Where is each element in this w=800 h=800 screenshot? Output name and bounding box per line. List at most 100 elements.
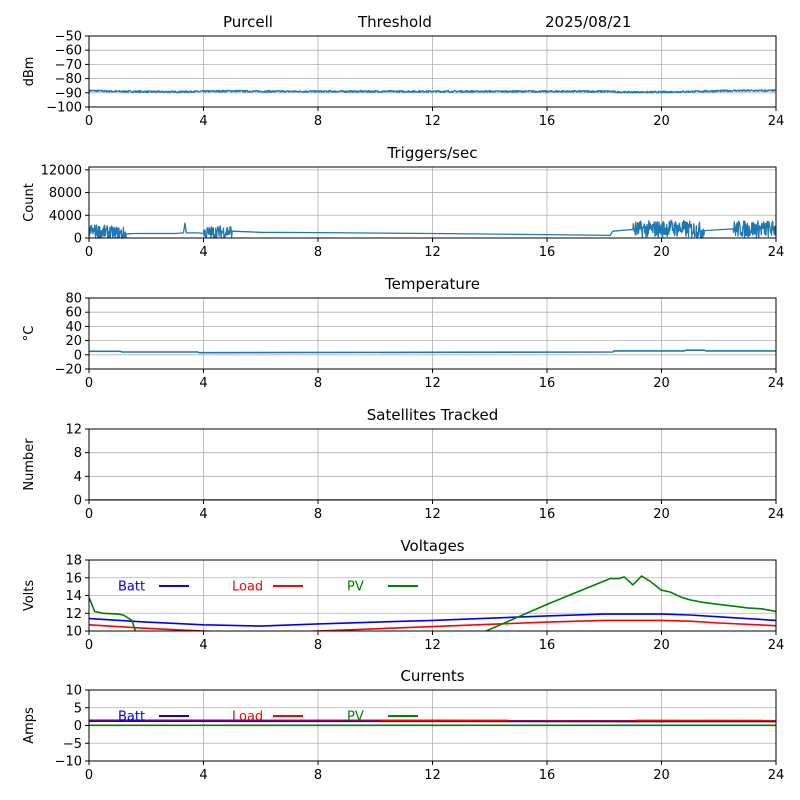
x-tick-label: 16 <box>539 507 556 522</box>
x-tick-label: 20 <box>653 507 670 522</box>
series-group <box>89 719 776 727</box>
x-tick-label: 12 <box>424 245 441 260</box>
x-tick-label: 16 <box>539 768 556 783</box>
x-tick-label: 16 <box>539 114 556 129</box>
y-tick-label: 0 <box>74 232 82 247</box>
legend-label-batt: Batt <box>118 580 145 595</box>
x-tick-label: 4 <box>199 114 207 129</box>
x-tick-label: 16 <box>539 376 556 391</box>
panel-title: Currents <box>400 667 464 685</box>
x-tick-label: 20 <box>653 638 670 653</box>
x-tick-label: 12 <box>424 507 441 522</box>
y-axis-label: °C <box>22 326 37 342</box>
x-tick-label: 0 <box>85 768 93 783</box>
y-tick-label: 4 <box>74 470 82 485</box>
y-axis-label: Amps <box>22 707 37 744</box>
x-tick-label: 20 <box>653 114 670 129</box>
x-tick-label: 20 <box>653 768 670 783</box>
y-tick-label: 10 <box>65 625 82 640</box>
x-tick-label: 0 <box>85 376 93 391</box>
series-line-0 <box>89 219 776 238</box>
y-tick-label: 40 <box>65 320 82 335</box>
y-tick-label: −90 <box>55 86 82 101</box>
y-tick-label: 16 <box>65 571 82 586</box>
legend-label-pv: PV <box>347 710 364 725</box>
x-tick-label: 0 <box>85 245 93 260</box>
panel-2: Triggers/sec 0 4 8 12 16 20 24 0 4000 8000 12000 Cou… <box>22 144 784 260</box>
y-tick-label: −60 <box>55 44 82 59</box>
header-date: 2025/08/21 <box>545 13 631 31</box>
legend-label-batt: Batt <box>118 710 145 725</box>
series-group <box>89 219 776 238</box>
x-tick-label: 24 <box>768 114 785 129</box>
header-station: Purcell <box>223 13 273 31</box>
x-tick-label: 8 <box>314 638 322 653</box>
grid-lines <box>88 428 777 501</box>
x-tick-label: 16 <box>539 638 556 653</box>
x-tick-label: 4 <box>199 376 207 391</box>
series-line-0 <box>89 349 776 354</box>
x-tick-label: 20 <box>653 376 670 391</box>
series-group <box>89 349 776 354</box>
y-tick-label: 0 <box>74 494 82 509</box>
y-tick-label: −50 <box>55 30 82 45</box>
x-tick-label: 8 <box>314 245 322 260</box>
series-group <box>89 89 776 94</box>
y-tick-label: −5 <box>63 737 82 752</box>
y-tick-label: 18 <box>65 554 82 569</box>
x-tick-label: 24 <box>768 768 785 783</box>
y-axis-label: Volts <box>22 580 37 612</box>
y-tick-label: 0 <box>74 348 82 363</box>
panel-title: Satellites Tracked <box>367 406 498 424</box>
x-tick-label: 4 <box>199 507 207 522</box>
x-tick-label: 4 <box>199 245 207 260</box>
y-tick-label: 80 <box>65 292 82 307</box>
y-tick-label: 4000 <box>49 209 82 224</box>
y-axis-label: Number <box>22 438 37 491</box>
x-tick-label: 24 <box>768 376 785 391</box>
y-tick-label: 8 <box>74 446 82 461</box>
x-tick-label: 8 <box>314 507 322 522</box>
y-tick-label: −10 <box>55 755 82 770</box>
x-tick-label: 4 <box>199 638 207 653</box>
x-tick-label: 24 <box>768 638 785 653</box>
x-tick-label: 16 <box>539 245 556 260</box>
y-tick-label: 5 <box>74 701 82 716</box>
y-axis-label: Count <box>22 183 37 222</box>
series-line-load <box>89 619 776 631</box>
series-group <box>89 575 776 631</box>
legend: Batt Load PV <box>118 580 418 595</box>
x-tick-label: 12 <box>424 638 441 653</box>
grid-lines <box>88 297 777 370</box>
series-line-pv <box>89 575 776 631</box>
y-tick-label: 10 <box>65 684 82 699</box>
legend-label-load: Load <box>232 710 263 725</box>
legend: Batt Load PV <box>118 710 418 725</box>
legend-label-load: Load <box>232 580 263 595</box>
panel-title: Triggers/sec <box>387 144 478 162</box>
x-tick-label: 8 <box>314 376 322 391</box>
series-line-0 <box>89 89 776 94</box>
x-tick-label: 24 <box>768 245 785 260</box>
x-tick-label: 24 <box>768 507 785 522</box>
x-tick-label: 0 <box>85 638 93 653</box>
panel-4: Satellites Tracked 0 4 8 12 16 20 24 0 4 8 12 Number <box>22 406 784 522</box>
panel-title: Temperature <box>384 275 480 293</box>
panel-6: Currents 0 4 8 12 16 20 24 −10 −5 0 5 10 Amps Batt Load… <box>22 667 784 783</box>
x-tick-label: 12 <box>424 768 441 783</box>
x-tick-label: 8 <box>314 768 322 783</box>
y-tick-label: 0 <box>74 719 82 734</box>
y-tick-label: 8000 <box>49 186 82 201</box>
panel-title: Voltages <box>400 537 464 555</box>
x-tick-label: 20 <box>653 245 670 260</box>
x-tick-label: 8 <box>314 114 322 129</box>
x-tick-label: 0 <box>85 114 93 129</box>
figure-header: Purcell Threshold 2025/08/21 <box>223 13 631 31</box>
x-tick-label: 12 <box>424 114 441 129</box>
y-tick-label: −70 <box>55 58 82 73</box>
panel-5: Voltages 0 4 8 12 16 20 24 10 12 14 16 18 Volts Batt Lo… <box>22 537 784 653</box>
x-tick-label: 4 <box>199 768 207 783</box>
y-tick-label: 12000 <box>41 163 82 178</box>
y-axis-label: dBm <box>22 57 37 87</box>
